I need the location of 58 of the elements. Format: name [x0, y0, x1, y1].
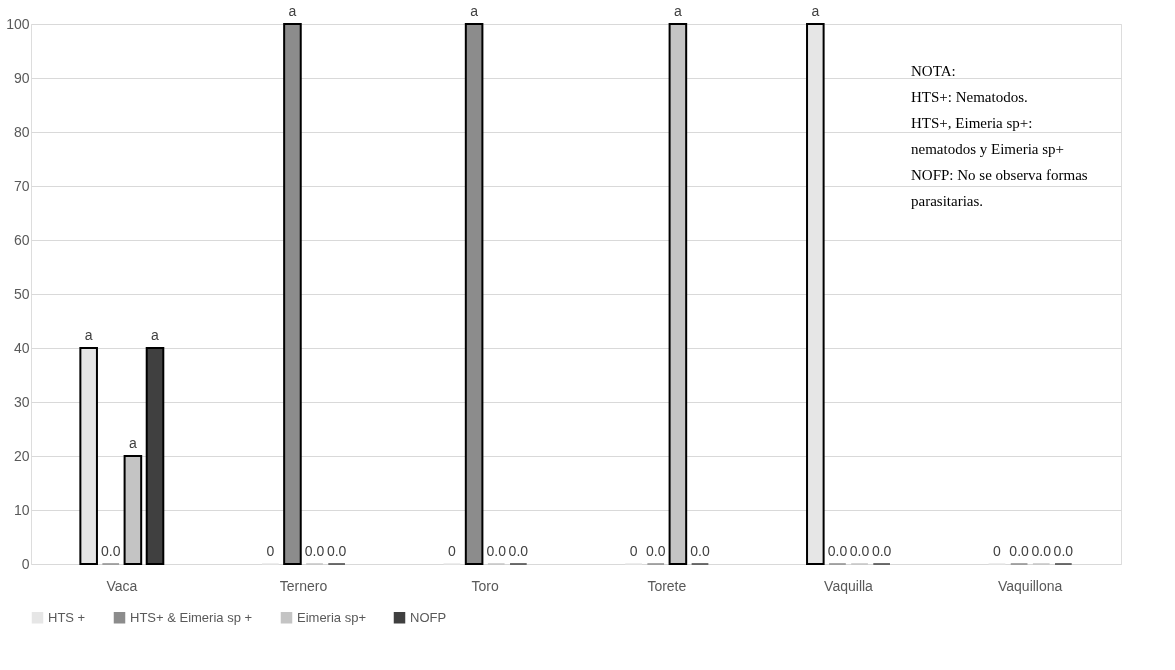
x-tick-label: Torete — [647, 577, 687, 594]
y-tick-label: 50 — [13, 285, 30, 302]
data-label: a — [470, 3, 479, 19]
legend-label: HTS+ & Eimeria sp + — [130, 609, 253, 625]
annotation: parasitarias. — [911, 193, 984, 209]
bar — [79, 347, 98, 565]
data-label: 0.0 — [690, 543, 710, 559]
data-label: a — [151, 327, 160, 343]
x-tick-label: Ternero — [279, 577, 328, 594]
y-tick-label: 90 — [13, 69, 30, 86]
y-tick-label: 0 — [21, 555, 30, 572]
data-label: 0 — [266, 543, 275, 559]
data-label: 0.0 — [101, 543, 121, 559]
data-label: a — [128, 435, 137, 451]
x-tick-label: Toro — [471, 577, 499, 594]
x-tick-label: Vaquilla — [824, 577, 874, 594]
data-label: a — [811, 3, 820, 19]
y-tick-label: 30 — [13, 393, 30, 410]
legend-label: Eimeria sp+ — [297, 609, 366, 625]
data-label: 0.0 — [1009, 543, 1030, 559]
data-label: 0 — [993, 543, 1002, 559]
y-tick-label: 70 — [13, 177, 30, 194]
data-label: 0.0 — [508, 543, 529, 559]
data-label: a — [673, 3, 682, 19]
data-label: 0 — [448, 543, 457, 559]
data-label: 0.0 — [849, 543, 870, 559]
bar — [123, 455, 143, 565]
y-tick-label: 20 — [13, 447, 30, 464]
x-tick-label: Vaca — [106, 577, 138, 594]
data-label: 0.0 — [827, 543, 848, 559]
data-label: 0.0 — [304, 543, 325, 559]
y-tick-label: 60 — [13, 231, 30, 248]
annotation: NOTA: — [911, 63, 956, 79]
legend-label: HTS + — [48, 609, 86, 625]
annotation: HTS+: Nematodos. — [911, 89, 1028, 105]
data-label: 0.0 — [326, 543, 347, 559]
bar — [283, 23, 302, 565]
data-label: a — [84, 327, 93, 343]
legend-label: NOFP — [410, 609, 447, 625]
x-tick-label: Vaquillona — [997, 577, 1063, 594]
y-tick-label: 100 — [6, 15, 30, 32]
annotation: nematodos y Eimeria sp+ — [911, 141, 1065, 157]
data-label: 0.0 — [1053, 543, 1074, 559]
data-label: 0.0 — [871, 543, 892, 559]
bar — [464, 23, 484, 565]
y-tick-label: 10 — [13, 501, 30, 518]
bar — [145, 347, 165, 565]
y-tick-label: 40 — [13, 339, 30, 356]
data-label: a — [288, 3, 297, 19]
annotation: HTS+, Eimeria sp+: — [911, 115, 1033, 131]
data-label: 0.0 — [486, 543, 507, 559]
bar — [668, 23, 688, 565]
bar — [806, 23, 825, 565]
y-tick-label: 80 — [13, 123, 30, 140]
data-label: 0.0 — [1031, 543, 1052, 559]
annotation: NOFP: No se observa formas — [911, 167, 1088, 183]
data-label: 0 — [629, 543, 638, 559]
data-label: 0.0 — [646, 543, 666, 559]
